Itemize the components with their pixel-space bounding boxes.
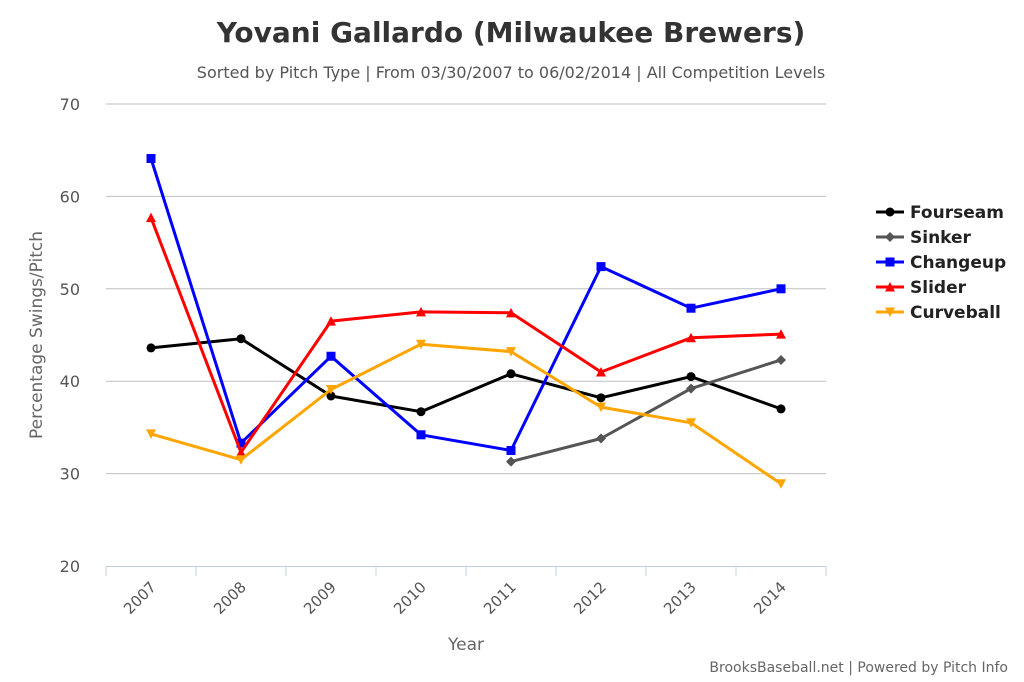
data-point-changeup: [596, 262, 606, 272]
legend-marker-curveball: [885, 307, 895, 317]
data-point-changeup: [776, 284, 786, 294]
series-fourseam: [146, 334, 786, 417]
data-point-sinker: [506, 456, 516, 467]
data-point-changeup: [326, 351, 336, 361]
legend-label-slider: Slider: [910, 278, 967, 298]
legend: Fourseam Sinker Changeup Slider Curveball: [876, 203, 1006, 323]
legend-label-sinker: Sinker: [910, 228, 972, 248]
x-tick-label: 2014: [750, 578, 790, 618]
series-layer: [146, 154, 786, 489]
data-point-fourseam: [146, 343, 156, 353]
data-point-fourseam: [416, 407, 426, 417]
data-point-changeup: [416, 430, 426, 440]
data-point-curveball: [146, 429, 156, 439]
data-point-curveball: [326, 385, 336, 395]
series-line-fourseam: [150, 337, 782, 414]
data-point-slider: [416, 306, 426, 317]
chart-subtitle: Sorted by Pitch Type | From 03/30/2007 t…: [197, 63, 825, 82]
data-point-curveball: [416, 339, 426, 350]
x-tick-label: 2011: [480, 578, 520, 618]
series-line-slider: [149, 217, 782, 454]
legend-label-fourseam: Fourseam: [910, 203, 1004, 223]
data-point-fourseam: [236, 334, 246, 344]
data-point-sinker: [596, 433, 606, 444]
data-point-changeup: [236, 438, 246, 448]
data-point-changeup: [686, 303, 696, 313]
legend-marker-sinker: [885, 232, 895, 242]
x-tick-label: 2012: [570, 578, 610, 618]
data-point-fourseam: [776, 404, 786, 414]
x-tick-label: 2013: [660, 578, 700, 618]
credits: BrooksBaseball.net | Powered by Pitch In…: [709, 660, 1008, 676]
x-tick-label: 2008: [210, 578, 250, 618]
legend-item-slider[interactable]: Slider: [876, 278, 967, 298]
x-axis: 2007 2008 2009 2010 2011 2012 2013 2014: [105, 566, 827, 618]
legend-item-curveball[interactable]: Curveball: [876, 303, 1001, 323]
data-point-curveball: [506, 347, 516, 357]
data-point-changeup: [506, 446, 516, 455]
data-point-sinker: [776, 354, 786, 365]
legend-marker-fourseam: [885, 207, 895, 217]
legend-marker-changeup: [885, 257, 895, 267]
y-axis-ticks: 20 30 40 50 60 70: [60, 95, 80, 576]
y-tick-label: 30: [60, 465, 80, 484]
legend-item-sinker[interactable]: Sinker: [876, 228, 972, 248]
legend-marker-slider: [885, 282, 895, 292]
data-point-fourseam: [596, 393, 606, 403]
data-point-slider: [146, 212, 156, 223]
x-tick-label: 2009: [300, 578, 340, 618]
y-tick-label: 50: [60, 280, 80, 299]
legend-item-fourseam[interactable]: Fourseam: [876, 203, 1004, 223]
data-point-slider: [686, 332, 696, 343]
data-point-slider: [776, 329, 786, 339]
x-tick-label: 2007: [120, 578, 160, 618]
series-curveball: [146, 339, 786, 489]
y-axis-title: Percentage Swings/Pitch: [27, 231, 47, 439]
chart-title: Yovani Gallardo (Milwaukee Brewers): [216, 16, 806, 49]
legend-label-curveball: Curveball: [910, 303, 1001, 323]
data-point-fourseam: [326, 391, 336, 401]
y-tick-label: 40: [60, 372, 80, 391]
data-point-slider: [596, 366, 606, 377]
data-point-curveball: [596, 402, 606, 413]
data-point-changeup: [146, 154, 156, 164]
y-tick-label: 20: [60, 557, 80, 576]
series-changeup: [146, 154, 786, 455]
data-point-curveball: [776, 479, 786, 489]
series-slider: [146, 212, 786, 457]
legend-label-changeup: Changeup: [910, 253, 1006, 273]
data-point-fourseam: [506, 369, 516, 379]
x-tick-label: 2010: [390, 578, 430, 618]
data-point-curveball: [236, 455, 246, 465]
data-point-slider: [506, 307, 516, 318]
data-point-slider: [326, 316, 336, 326]
y-tick-label: 60: [60, 187, 80, 206]
data-point-curveball: [686, 418, 696, 428]
gridlines: [106, 103, 826, 475]
y-tick-label: 70: [60, 95, 80, 114]
x-axis-title: Year: [447, 635, 484, 655]
legend-item-changeup[interactable]: Changeup: [876, 253, 1006, 273]
data-point-sinker: [686, 383, 696, 394]
data-point-fourseam: [686, 372, 696, 382]
series-line-curveball: [150, 342, 782, 486]
data-point-slider: [236, 447, 246, 457]
